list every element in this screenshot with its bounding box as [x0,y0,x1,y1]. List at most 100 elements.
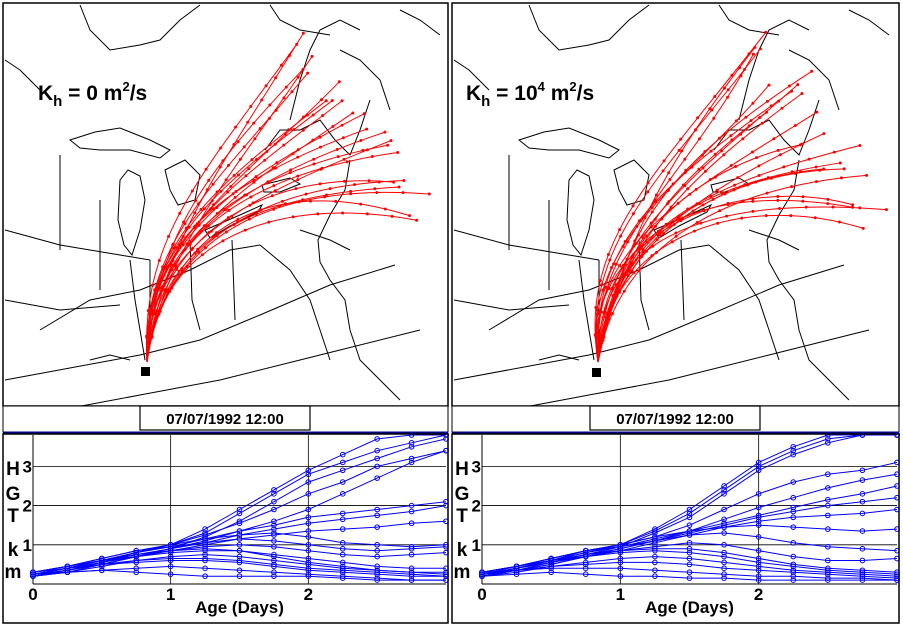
trajectory-point [751,199,755,203]
trajectory-point [345,160,349,164]
trajectory-point [282,143,286,147]
height-point [339,569,346,576]
trajectory-point [683,157,687,161]
trajectory-point [751,150,755,154]
trajectory-point [800,92,804,96]
trajectory-point [699,221,703,225]
height-point [271,498,277,505]
height-point [305,479,312,485]
height-point [755,577,762,583]
trajectory-13 [597,133,825,363]
trajectory-point [838,220,842,224]
trajectory-1 [146,32,304,363]
height-point [790,577,797,583]
trajectory-point [178,211,182,215]
trajectory-point [851,203,855,207]
right-source-marker [592,368,601,377]
height-point [133,569,140,576]
trajectory-point [349,189,353,193]
trajectory-point [614,283,618,287]
trajectory-point [353,183,357,187]
trajectory-point [156,312,160,316]
trajectory-point [193,211,197,215]
height-point [652,538,658,544]
height-point [755,463,762,470]
right-chart-frame [451,433,900,624]
height-point [167,543,174,550]
height-point [825,485,831,491]
height-point [721,541,727,548]
trajectory-point [341,211,345,215]
height-point [64,565,71,572]
height-point [790,504,797,511]
trajectory-point [207,224,211,228]
height-point [99,557,105,564]
height-point [790,447,797,454]
height-point [202,536,208,542]
height-point [721,549,727,556]
trajectory-point [157,259,161,263]
trajectory-point [637,219,641,223]
height-point [686,522,693,528]
x-tick-label: 0 [477,585,486,604]
trajectory-point [291,215,295,219]
trajectory-point [312,162,316,166]
height-series-15 [32,560,446,577]
trajectory-point [708,178,712,182]
height-point [271,569,277,576]
trajectory-point [740,216,744,220]
trajectory-2 [595,84,770,363]
height-point [305,555,312,562]
height-point [790,569,797,576]
height-point [790,553,797,560]
map-line-24 [399,9,441,36]
trajectory-point [632,243,636,247]
height-point [305,520,312,527]
trajectory-19 [146,191,430,363]
trajectory-point [211,207,215,211]
trajectory-point [341,136,345,140]
height-point [236,510,243,517]
height-point [374,463,380,470]
height-point [271,573,277,579]
trajectory-point [618,228,622,232]
height-series-16 [481,571,897,581]
trajectory-point [686,187,690,191]
height-point [617,555,624,562]
trajectory-point [716,221,720,225]
height-point [790,540,797,546]
height-point [236,567,243,574]
map-line-25 [4,59,41,91]
trajectory-point [723,192,727,196]
height-point [339,451,346,458]
trajectory-point [148,311,152,315]
height-point [305,528,312,534]
trajectory-point [607,286,611,290]
trajectory-point [693,128,697,132]
height-point [859,477,866,483]
trajectory-point [182,270,186,274]
trajectory-point [757,173,761,177]
trajectory-point [202,224,206,228]
height-point [408,573,415,579]
height-point [721,491,727,497]
trajectory-point [697,167,701,171]
left-kh-sub: h [53,93,62,110]
height-point [305,547,312,554]
height-point [721,530,727,536]
height-point [721,571,727,577]
trajectory-point [304,192,308,196]
trajectory-point [654,193,658,197]
height-point [236,553,243,560]
height-point [859,545,866,552]
trajectory-point [296,178,300,182]
trajectory-point [267,116,271,120]
height-point [859,577,866,583]
trajectory-point [758,116,762,120]
map-line-21 [788,49,840,111]
trajectory-point [653,224,657,228]
left-chart-frame [2,433,449,624]
trajectory-point [247,217,251,221]
trajectory-point [858,206,862,210]
height-point [374,563,380,570]
